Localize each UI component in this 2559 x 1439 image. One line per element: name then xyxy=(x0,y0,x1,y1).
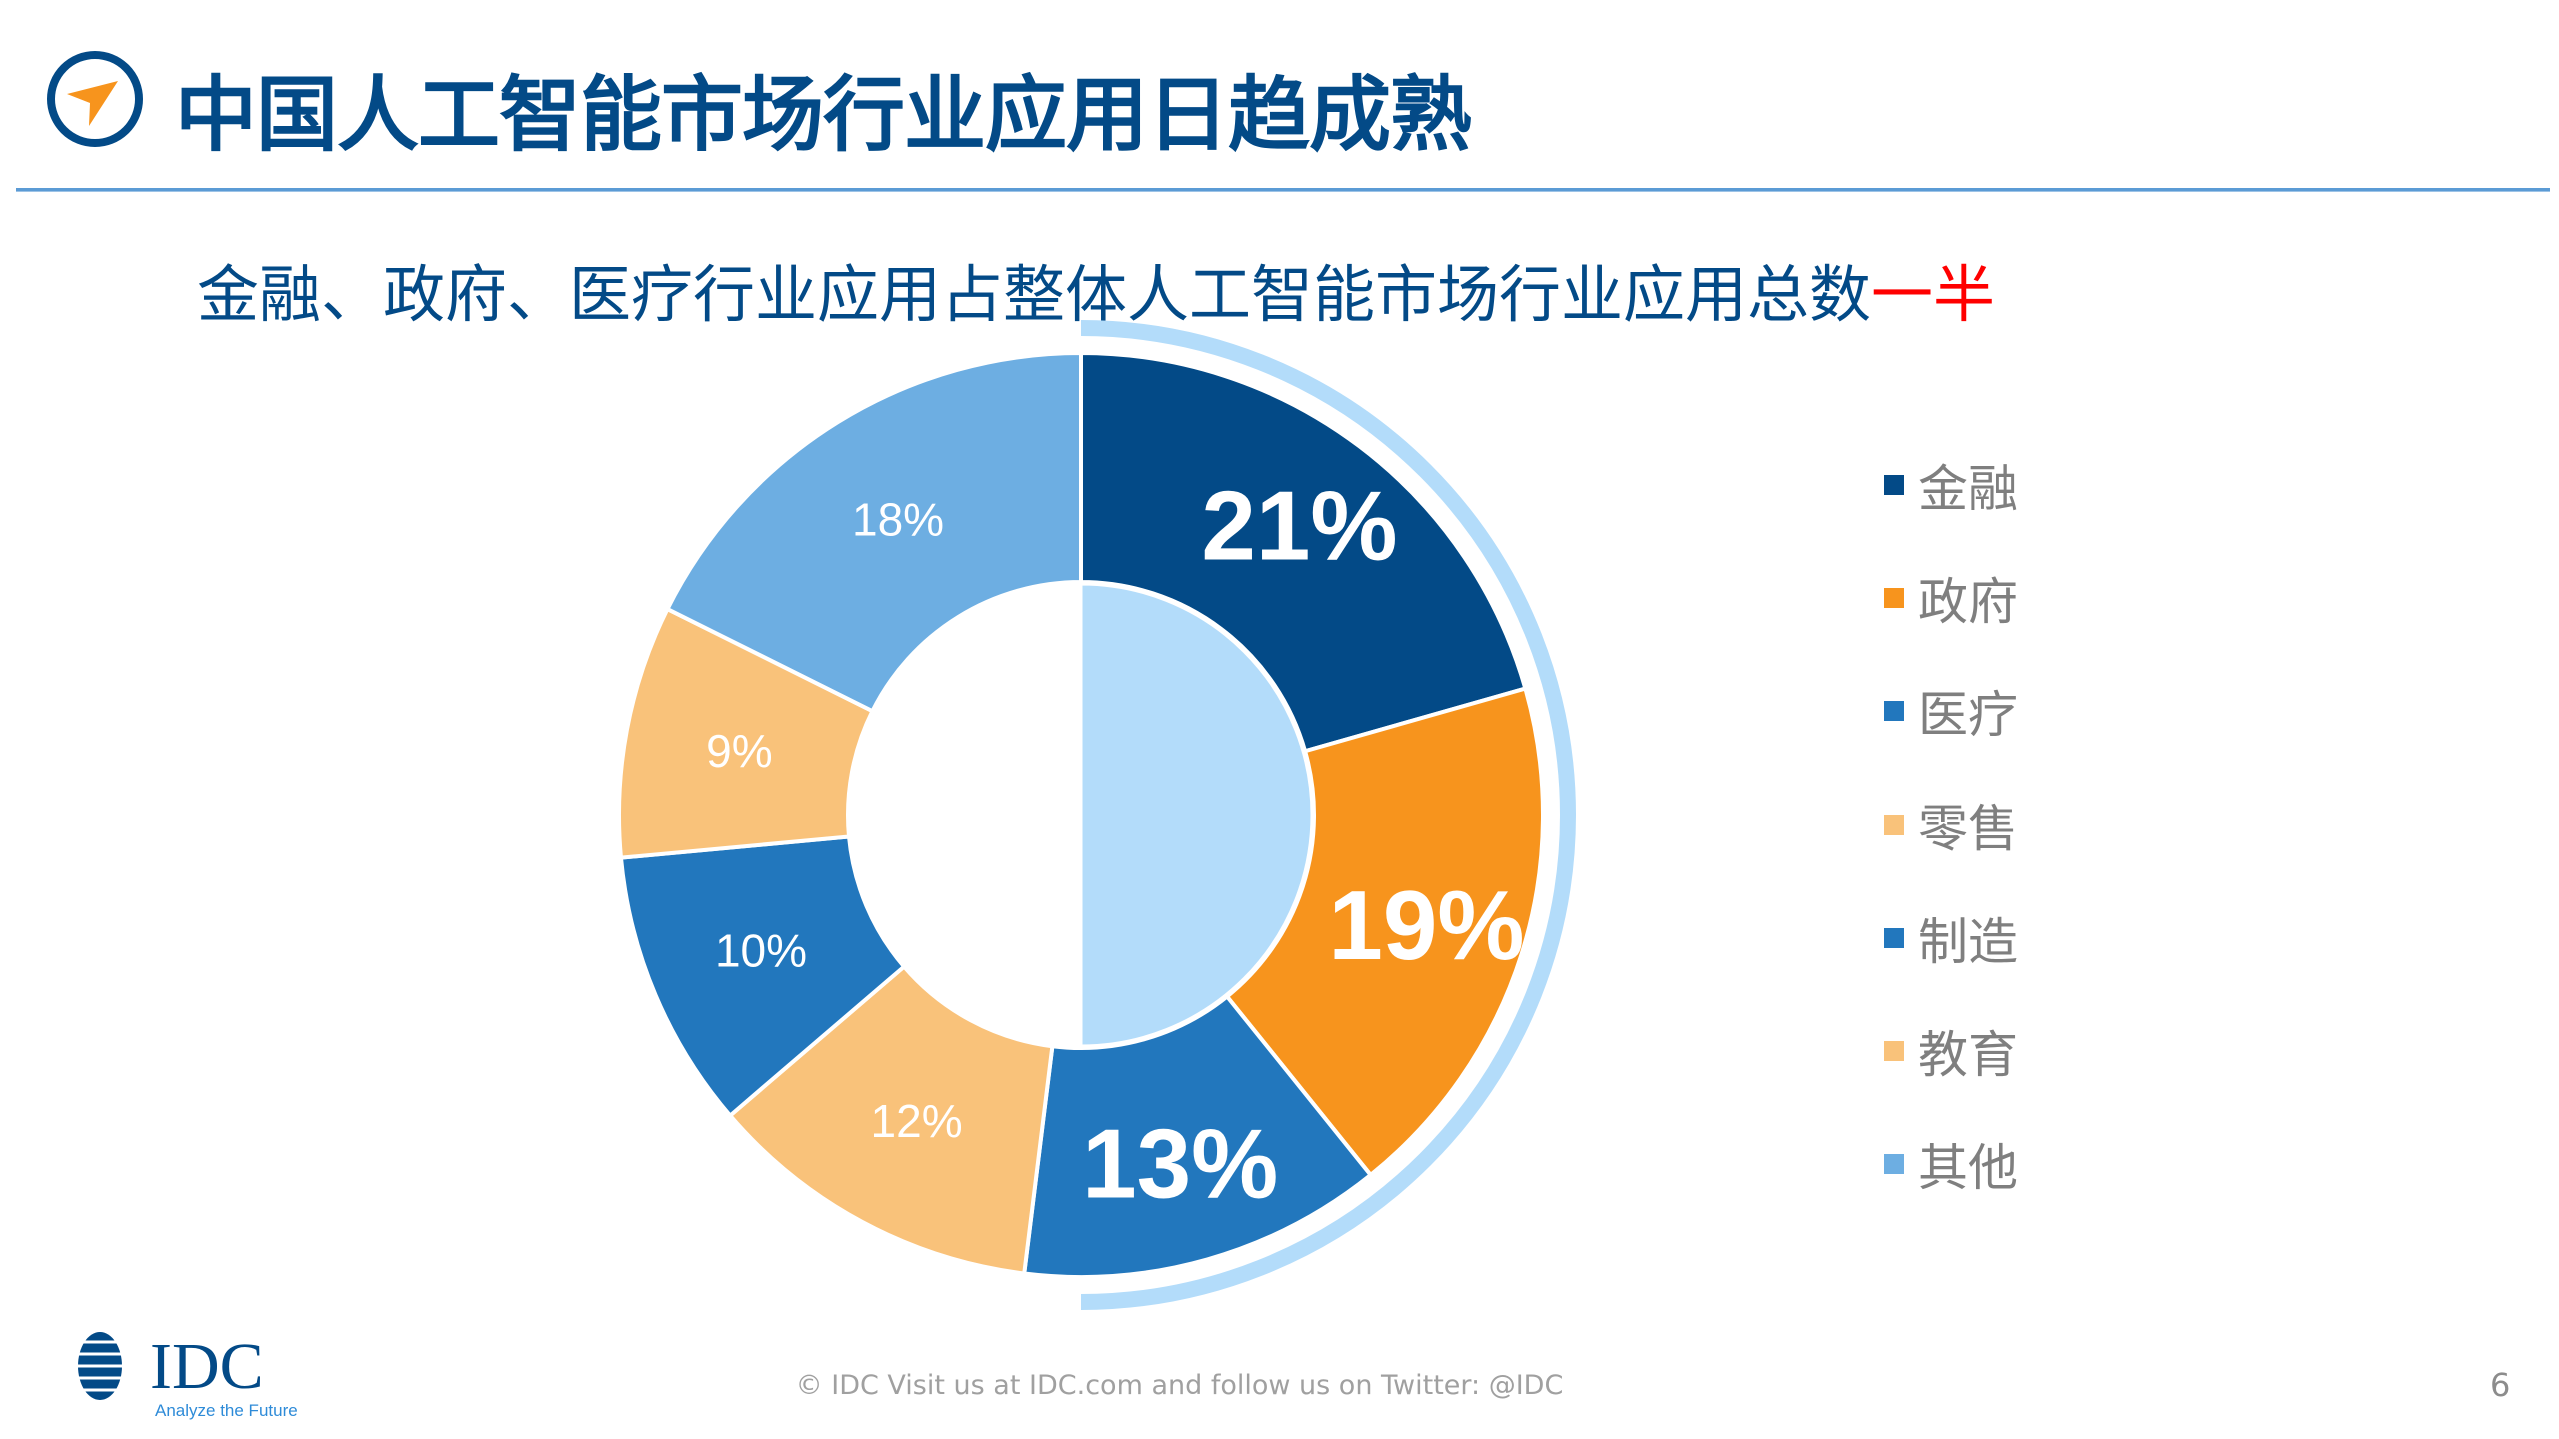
subtitle: 金融、政府、医疗行业应用占整体人工智能市场行业应用总数一半 xyxy=(197,244,1995,334)
legend-label: 政府 xyxy=(1918,573,2018,632)
donut-slice-医疗 xyxy=(1021,993,1374,1279)
compass-arrow-icon xyxy=(47,51,143,147)
data-label: 19% xyxy=(1328,870,1524,980)
legend-item: 医疗 xyxy=(1884,681,2018,744)
highlight-arc xyxy=(1080,320,1576,1310)
legend-label: 其他 xyxy=(1918,1139,2018,1198)
idc-wordmark: IDC xyxy=(150,1330,264,1403)
legend-label: 金融 xyxy=(1918,460,2018,518)
legend-item: 教育 xyxy=(1884,1021,2018,1084)
legend-swatch xyxy=(1884,475,1904,495)
legend-label: 教育 xyxy=(1918,1026,2018,1084)
idc-logo: IDC Analyze the Future xyxy=(55,1330,298,1420)
legend-label: 零售 xyxy=(1918,799,2018,858)
data-label: 18% xyxy=(852,494,944,546)
legend-swatch xyxy=(1884,1154,1904,1175)
highlight-inner-half xyxy=(1079,582,1314,1048)
donut-slice-零售 xyxy=(727,963,1055,1276)
legend-label: 制造 xyxy=(1918,912,2018,971)
donut-slice-金融 xyxy=(1079,350,1528,754)
data-label: 12% xyxy=(871,1095,963,1147)
legend-swatch xyxy=(1884,588,1904,609)
legend-item: 政府 xyxy=(1884,568,2018,631)
legend-item: 零售 xyxy=(1884,795,2018,858)
legend-swatch xyxy=(1884,814,1904,835)
title-divider xyxy=(16,188,2550,192)
footer-text: © IDC Visit us at IDC.com and follow us … xyxy=(0,1370,2559,1401)
legend-item: 金融 xyxy=(1884,455,2018,518)
data-label: 10% xyxy=(715,924,807,976)
legend-label: 医疗 xyxy=(1918,686,2018,745)
data-label: 21% xyxy=(1201,471,1397,581)
data-label: 9% xyxy=(706,725,772,777)
legend-swatch xyxy=(1884,1041,1904,1061)
legend-item: 制造 xyxy=(1884,908,2018,971)
subtitle-text: 金融、政府、医疗行业应用占整体人工智能市场行业应用总数 xyxy=(197,258,1872,331)
page-title: 中国人工智能市场行业应用日趋成熟 xyxy=(175,68,1472,163)
legend-swatch xyxy=(1884,701,1904,722)
data-label: 13% xyxy=(1082,1109,1278,1219)
idc-tagline: Analyze the Future xyxy=(155,1401,298,1420)
legend-swatch xyxy=(1884,927,1904,948)
page-number: 6 xyxy=(2490,1366,2511,1404)
donut-slice-政府 xyxy=(1224,686,1545,1178)
subtitle-highlight: 一半 xyxy=(1871,258,1996,331)
donut-slice-其他 xyxy=(664,350,1083,714)
footer-copyright: © IDC Visit us at IDC.com and follow us … xyxy=(795,1370,1564,1401)
legend-item: 其他 xyxy=(1884,1134,2018,1197)
